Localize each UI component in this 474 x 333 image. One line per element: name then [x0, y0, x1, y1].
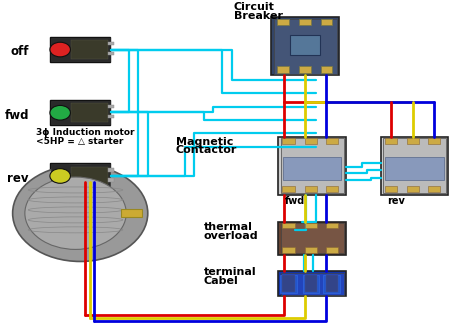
Text: Circuit: Circuit: [234, 2, 275, 12]
Bar: [71, 40, 108, 59]
Bar: [283, 247, 294, 253]
Bar: [326, 247, 338, 253]
Bar: [323, 275, 340, 293]
Bar: [271, 17, 339, 75]
Bar: [428, 186, 440, 192]
Bar: [277, 19, 289, 25]
Bar: [121, 209, 142, 217]
Bar: [278, 271, 346, 296]
Bar: [280, 275, 297, 293]
Circle shape: [50, 106, 71, 120]
Bar: [283, 157, 341, 180]
Bar: [108, 168, 114, 171]
Bar: [302, 275, 319, 293]
Bar: [305, 247, 317, 253]
Bar: [385, 138, 397, 144]
Bar: [305, 275, 317, 292]
Bar: [278, 137, 346, 195]
Bar: [71, 104, 108, 122]
Bar: [108, 42, 114, 45]
Bar: [108, 105, 114, 109]
Text: fwd: fwd: [4, 109, 29, 122]
Bar: [383, 139, 446, 193]
Bar: [50, 100, 110, 125]
Text: off: off: [10, 45, 29, 58]
Ellipse shape: [13, 165, 148, 261]
Bar: [281, 223, 344, 253]
Text: Cabel: Cabel: [204, 276, 238, 286]
Text: Contactor: Contactor: [176, 145, 237, 156]
Bar: [305, 138, 317, 144]
Text: fwd: fwd: [285, 196, 305, 206]
Bar: [51, 38, 109, 61]
Bar: [281, 273, 344, 295]
Text: rev: rev: [8, 172, 29, 185]
Bar: [283, 223, 294, 228]
Bar: [381, 137, 448, 195]
Bar: [326, 138, 338, 144]
Bar: [281, 139, 344, 193]
Circle shape: [50, 42, 71, 57]
Bar: [385, 157, 444, 180]
Text: terminal: terminal: [204, 267, 256, 277]
Bar: [108, 178, 114, 181]
Bar: [283, 138, 294, 144]
Bar: [385, 186, 397, 192]
Text: <5HP = △ starter: <5HP = △ starter: [36, 137, 123, 146]
Bar: [326, 186, 338, 192]
Bar: [71, 166, 108, 185]
Text: Breaker: Breaker: [234, 11, 283, 21]
Bar: [290, 35, 320, 55]
Bar: [407, 186, 419, 192]
Bar: [51, 164, 109, 187]
Bar: [321, 19, 332, 25]
Bar: [305, 186, 317, 192]
Bar: [278, 221, 346, 255]
Bar: [321, 66, 332, 73]
Bar: [299, 66, 311, 73]
Text: Magnetic: Magnetic: [176, 137, 233, 147]
Bar: [428, 138, 440, 144]
Text: overload: overload: [204, 231, 258, 241]
Bar: [299, 19, 311, 25]
Bar: [326, 275, 338, 292]
Bar: [407, 138, 419, 144]
Bar: [108, 115, 114, 119]
Text: 3ϕ Induction motor: 3ϕ Induction motor: [36, 128, 135, 137]
Bar: [305, 223, 317, 228]
Circle shape: [50, 168, 71, 183]
Text: thermal: thermal: [204, 222, 253, 232]
Bar: [273, 19, 337, 74]
Bar: [283, 186, 294, 192]
Bar: [283, 275, 294, 292]
Bar: [50, 163, 110, 188]
Bar: [326, 223, 338, 228]
Bar: [108, 52, 114, 55]
Bar: [277, 66, 289, 73]
Bar: [50, 37, 110, 62]
Ellipse shape: [25, 177, 126, 249]
Text: rev: rev: [388, 196, 405, 206]
Bar: [51, 101, 109, 125]
